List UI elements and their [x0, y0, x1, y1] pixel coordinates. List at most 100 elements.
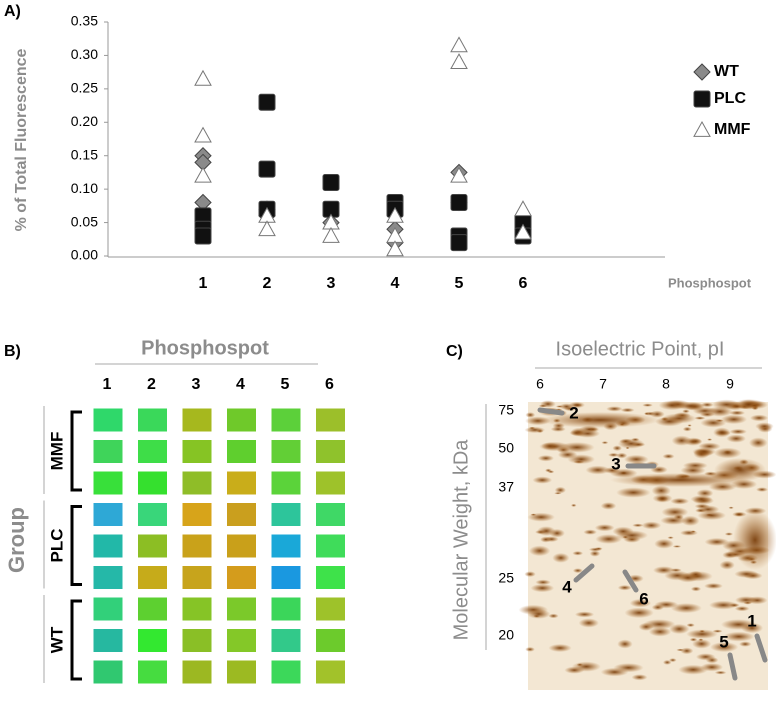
- gel-spot: [713, 447, 742, 459]
- data-point: [194, 166, 212, 183]
- gel-spot: [541, 442, 560, 450]
- y-tick-label: 0.15: [71, 146, 98, 162]
- gel-spot: [700, 418, 727, 428]
- data-point: [322, 226, 340, 243]
- heat-cell: [181, 659, 213, 685]
- column-label: 6: [325, 376, 334, 393]
- gel-spot: [572, 568, 583, 574]
- spot-label: 4: [562, 577, 572, 596]
- gel-spot: [682, 409, 690, 414]
- panel-label: C): [446, 343, 463, 360]
- gel-spot: [530, 583, 555, 593]
- heat-cell: [181, 628, 213, 653]
- gel-spot: [690, 586, 702, 592]
- gel-spot: [554, 486, 566, 494]
- gel-spot: [649, 410, 665, 418]
- heat-cell: [226, 439, 257, 464]
- heat-cell: [92, 596, 124, 622]
- gel-spot: [678, 664, 709, 675]
- heat-cell: [181, 502, 213, 527]
- y-tick-label: 0.35: [71, 13, 98, 29]
- y-tick-label: 75: [498, 402, 514, 418]
- spot-arrow: [573, 563, 595, 583]
- gel-spot: [619, 438, 633, 445]
- gel-spot: [574, 611, 595, 618]
- gel-spot: [704, 537, 730, 546]
- heat-cell: [270, 407, 302, 433]
- spot-label: 6: [639, 589, 648, 608]
- data-point: [322, 173, 340, 191]
- x-tick-label: 7: [599, 376, 607, 392]
- gel-spot: [651, 604, 664, 611]
- heat-cell: [137, 502, 168, 527]
- gel-spot: [612, 445, 623, 452]
- gel-spot: [537, 526, 556, 536]
- heat-cell: [181, 596, 213, 622]
- gel-spot: [642, 403, 653, 407]
- gel-spot: [692, 406, 717, 415]
- gel-spot: [688, 438, 703, 445]
- gel-spot: [625, 446, 630, 450]
- heat-cell: [315, 502, 346, 527]
- gel-spot: [690, 495, 713, 503]
- gel-spot: [585, 465, 611, 475]
- x-tick-label: 8: [662, 376, 670, 392]
- data-point: [258, 220, 276, 237]
- gel-spot: [658, 400, 686, 411]
- gel-spot: [669, 623, 690, 635]
- gel-spot: [654, 538, 674, 549]
- group-label: WT: [47, 626, 66, 653]
- legend-label: WT: [714, 63, 739, 80]
- y-axis-label: Molecular Weight, kDa: [450, 439, 472, 641]
- gel-spot: [755, 422, 774, 431]
- gel-spot: [655, 416, 684, 427]
- gel-spot: [748, 437, 768, 449]
- heat-cell: [270, 470, 302, 496]
- x-axis-label: Isoelectric Point, pI: [556, 338, 725, 360]
- gel-spot: [540, 536, 552, 543]
- spot-label: 3: [611, 454, 620, 473]
- gel-spot: [567, 454, 595, 465]
- heat-cell: [92, 659, 124, 685]
- gel-spot: [731, 404, 743, 409]
- gel-spot: [620, 407, 635, 413]
- panel-label: B): [4, 343, 21, 360]
- gel-spot: [572, 403, 583, 408]
- gel-spot: [578, 618, 599, 628]
- gel-spot: [623, 454, 649, 464]
- gel-spot: [720, 414, 748, 425]
- group-axis-label: Group: [4, 507, 29, 573]
- gel-spot: [537, 455, 554, 462]
- group-bracket: [70, 599, 82, 681]
- gel-spot: [548, 643, 572, 653]
- heat-cell: [137, 439, 168, 464]
- spot-arrow: [537, 407, 565, 416]
- gel-spot: [724, 532, 734, 536]
- gel-spot: [631, 442, 646, 447]
- gel-spot: [682, 461, 708, 470]
- gel-spot: [670, 497, 690, 505]
- gel-spot: [559, 403, 574, 410]
- gel-spot: [538, 404, 548, 408]
- gel-spot: [682, 426, 692, 432]
- heat-cell: [181, 533, 213, 559]
- data-point: [386, 206, 404, 223]
- column-label: 4: [236, 376, 245, 393]
- gel-spot: [749, 414, 769, 422]
- gel-spot: [734, 606, 750, 612]
- gel-spot: [723, 631, 755, 642]
- heat-cell: [181, 565, 213, 590]
- heat-cell: [315, 628, 346, 653]
- data-point: [450, 194, 468, 212]
- y-tick-label: 0.10: [71, 180, 98, 196]
- gel-smear: [610, 473, 750, 487]
- gel-spot: [576, 663, 584, 667]
- y-tick-label: 0.20: [71, 113, 98, 129]
- x-tick-label: 6: [519, 275, 528, 292]
- gel-spot: [662, 453, 675, 459]
- gel-spot: [631, 674, 648, 681]
- gel-spot: [616, 487, 651, 498]
- gel-spot: [612, 526, 634, 537]
- gel-spot: [648, 626, 672, 637]
